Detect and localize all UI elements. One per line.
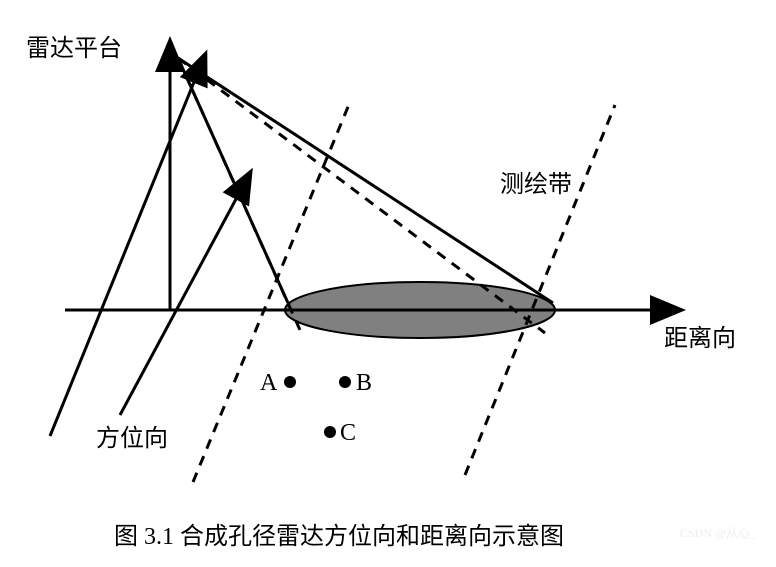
swath-label: 测绘带 [500,164,572,199]
figure-caption: 图 3.1 合成孔径雷达方位向和距离向示意图 [114,516,564,551]
azimuth-direction-label: 方位向 [96,418,168,453]
point-c-label: C [340,420,356,447]
point-a-dot [284,376,296,388]
point-b-label: B [356,370,372,397]
diagram-container: 雷达平台 测绘带 距离向 方位向 A B C 图 3.1 合成孔径雷达方位向和距… [0,0,776,567]
azimuth-direction-arrow [120,173,250,415]
azimuth-axis [50,55,205,436]
range-direction-label: 距离向 [664,318,736,353]
radar-platform-label: 雷达平台 [26,28,122,63]
diagram-svg [0,0,776,567]
point-a-label: A [260,370,277,397]
watermark: CSDN @从心_ [680,524,756,541]
point-b-dot [339,376,351,388]
point-c-dot [324,426,336,438]
